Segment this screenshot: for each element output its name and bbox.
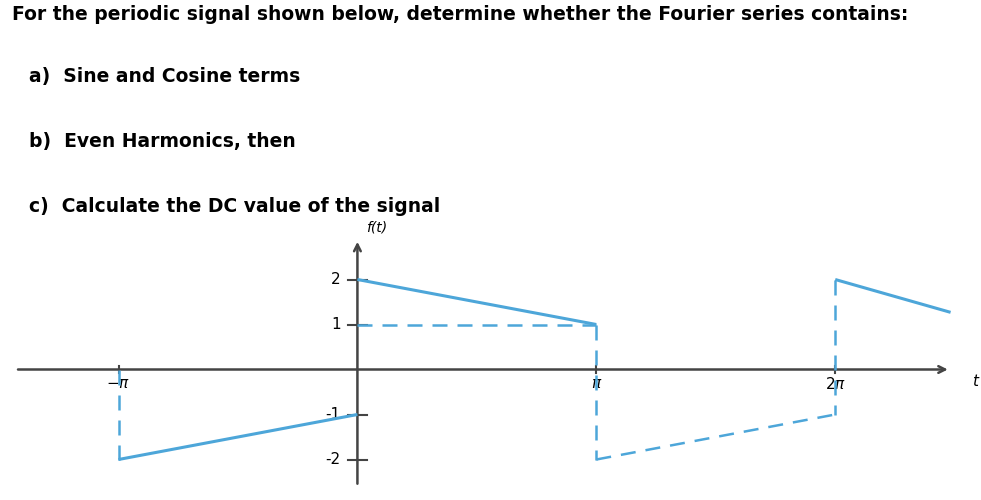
Text: 2: 2 bbox=[331, 272, 340, 287]
Text: For the periodic signal shown below, determine whether the Fourier series contai: For the periodic signal shown below, det… bbox=[12, 5, 908, 24]
Text: $-\pi$: $-\pi$ bbox=[106, 376, 130, 391]
Text: b)  Even Harmonics, then: b) Even Harmonics, then bbox=[29, 132, 296, 151]
Text: a)  Sine and Cosine terms: a) Sine and Cosine terms bbox=[29, 67, 301, 86]
Text: -2: -2 bbox=[326, 452, 340, 467]
Text: 1: 1 bbox=[331, 317, 340, 332]
Text: $\pi$: $\pi$ bbox=[591, 376, 602, 391]
Text: f(t): f(t) bbox=[367, 220, 387, 234]
Text: t (s): t (s) bbox=[973, 373, 981, 388]
Text: c)  Calculate the DC value of the signal: c) Calculate the DC value of the signal bbox=[29, 197, 440, 216]
Text: $2\pi$: $2\pi$ bbox=[825, 376, 846, 392]
Text: -1: -1 bbox=[326, 407, 340, 422]
